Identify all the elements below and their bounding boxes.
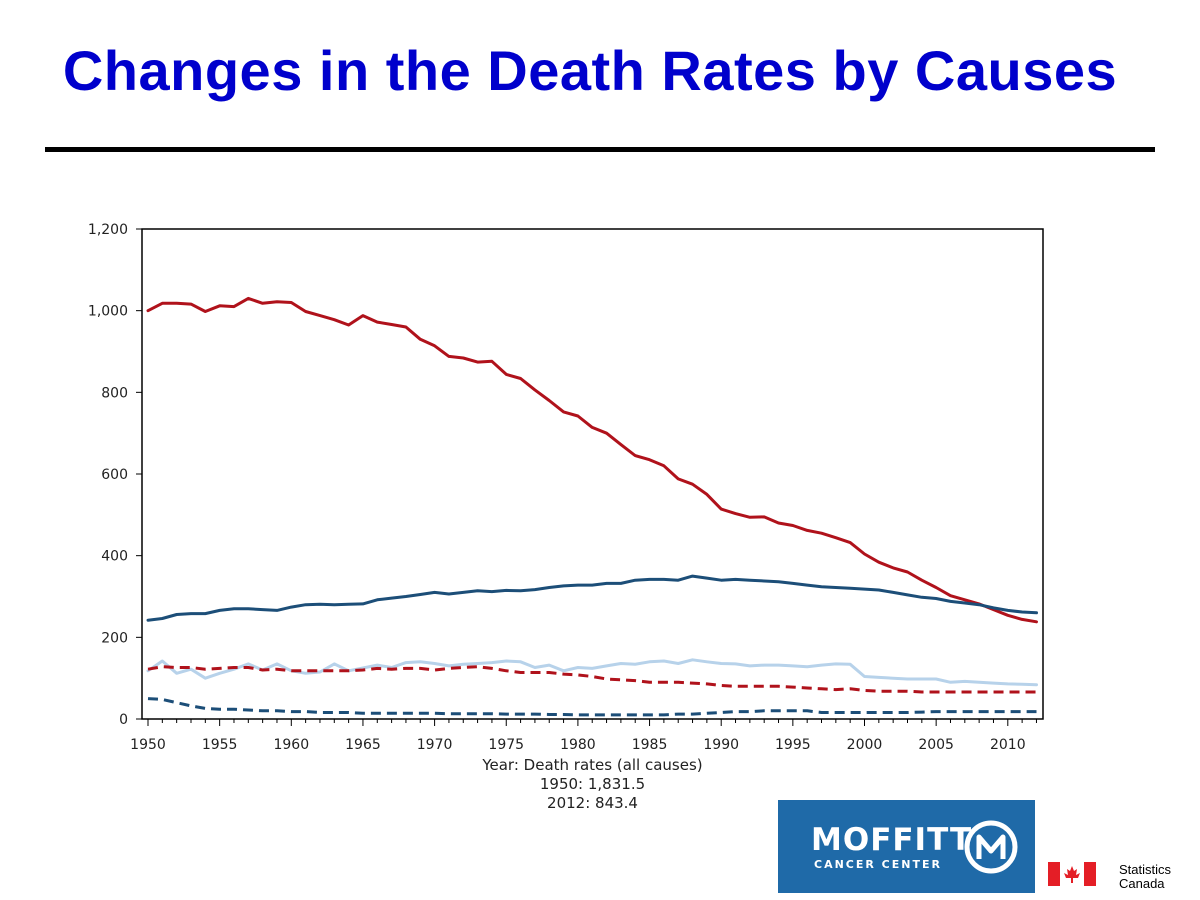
x-axis-title-block: Year: Death rates (all causes) 1950: 1,8… [440,756,745,813]
x-tick-label: 1975 [488,737,524,753]
series-dark-blue-solid-line [146,574,1038,622]
plot-area [141,228,1044,720]
y-tick-label: 200 [101,630,128,646]
y-tick-label: 1,000 [88,304,128,320]
x-tick-label: 1995 [775,737,811,753]
statcan-line-2: Canada [1119,876,1165,891]
statcan-wordmark: Statistics Canada [1119,863,1171,891]
x-axis-note-1950: 1950: 1,831.5 [539,775,646,793]
x-axis-note-2012: 2012: 843.4 [547,794,638,812]
series-dark-blue-dashed-line [147,697,1037,717]
series-dark-red-solid-line [146,296,1038,624]
moffitt-logo-subtitle: CANCER CENTER [814,858,942,871]
x-tick-label: 1960 [273,737,309,753]
x-axis: 1950 1955 1960 1965 1970 1975 1980 1985 1990 1995… [130,719,1037,753]
x-tick-label: 1970 [417,737,453,753]
slide-title: Changes in the Death Rates by Causes [62,39,1118,102]
x-tick-label: 1950 [130,737,166,753]
x-tick-label: 2005 [918,737,954,753]
canada-flag-icon [1048,862,1096,886]
x-tick-label: 1955 [202,737,238,753]
x-tick-label: 1965 [345,737,381,753]
series-group [146,296,1038,717]
series-dark-red-dashed-line [147,665,1037,694]
moffitt-logo-name: MOFFITT [811,822,973,858]
x-tick-label: 2000 [847,737,883,753]
x-tick-label: 1980 [560,737,596,753]
y-tick-label: 0 [119,712,128,728]
x-tick-label: 2010 [990,737,1026,753]
statcan-line-1: Statistics [1119,862,1172,877]
y-tick-label: 600 [101,467,128,483]
moffitt-m-icon [964,820,1018,874]
x-tick-label: 1985 [632,737,668,753]
moffitt-logo: MOFFITT CANCER CENTER [778,800,1035,893]
y-axis: 0 200 400 600 800 1,000 1,200 [88,222,142,728]
title-divider [45,147,1155,152]
y-tick-label: 1,200 [88,222,128,238]
y-tick-label: 400 [101,549,128,565]
x-axis-title: Year: Death rates (all causes) [482,756,703,774]
y-tick-label: 800 [101,385,128,401]
x-tick-label: 1990 [703,737,739,753]
